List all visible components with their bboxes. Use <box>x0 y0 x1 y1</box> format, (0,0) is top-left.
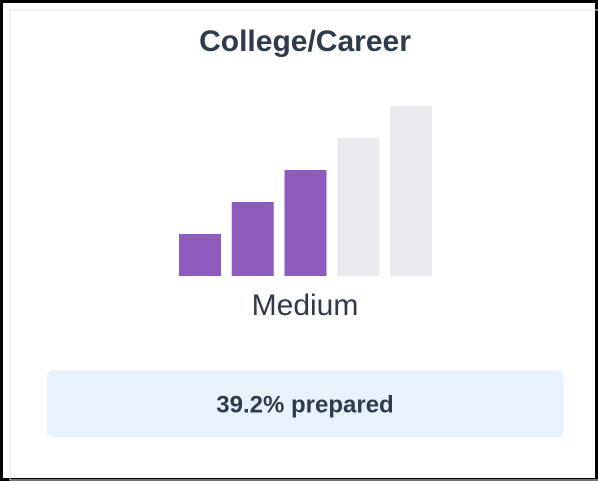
card-title: College/Career <box>199 25 411 58</box>
status-box <box>47 370 564 437</box>
level-bar-filled <box>284 170 327 276</box>
level-indicator <box>179 106 432 276</box>
status-text: 39.2% prepared <box>216 391 393 418</box>
level-bar-empty <box>337 138 380 276</box>
level-bar-filled <box>179 234 221 276</box>
level-bar-filled <box>231 202 274 276</box>
level-label: Medium <box>252 289 359 322</box>
level-bar-empty <box>390 106 432 276</box>
card-border <box>9 9 598 481</box>
